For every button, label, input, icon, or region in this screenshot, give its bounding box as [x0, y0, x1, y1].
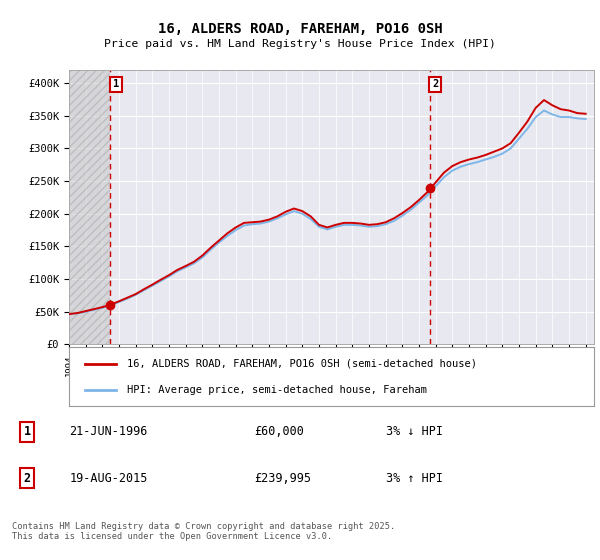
- Text: 3% ↓ HPI: 3% ↓ HPI: [386, 426, 443, 438]
- Text: 1: 1: [23, 426, 31, 438]
- Bar: [69, 70, 110, 344]
- Text: 2: 2: [23, 472, 31, 484]
- Text: 3% ↑ HPI: 3% ↑ HPI: [386, 472, 443, 484]
- Text: 21-JUN-1996: 21-JUN-1996: [70, 426, 148, 438]
- Text: 19-AUG-2015: 19-AUG-2015: [70, 472, 148, 484]
- Text: £60,000: £60,000: [254, 426, 304, 438]
- Text: £239,995: £239,995: [254, 472, 311, 484]
- Text: 16, ALDERS ROAD, FAREHAM, PO16 0SH (semi-detached house): 16, ALDERS ROAD, FAREHAM, PO16 0SH (semi…: [127, 358, 477, 368]
- Text: Price paid vs. HM Land Registry's House Price Index (HPI): Price paid vs. HM Land Registry's House …: [104, 39, 496, 49]
- Text: Contains HM Land Registry data © Crown copyright and database right 2025.
This d: Contains HM Land Registry data © Crown c…: [12, 522, 395, 542]
- Text: HPI: Average price, semi-detached house, Fareham: HPI: Average price, semi-detached house,…: [127, 385, 427, 395]
- Text: 16, ALDERS ROAD, FAREHAM, PO16 0SH: 16, ALDERS ROAD, FAREHAM, PO16 0SH: [158, 22, 442, 36]
- Text: 1: 1: [113, 80, 119, 90]
- Text: 2: 2: [432, 80, 438, 90]
